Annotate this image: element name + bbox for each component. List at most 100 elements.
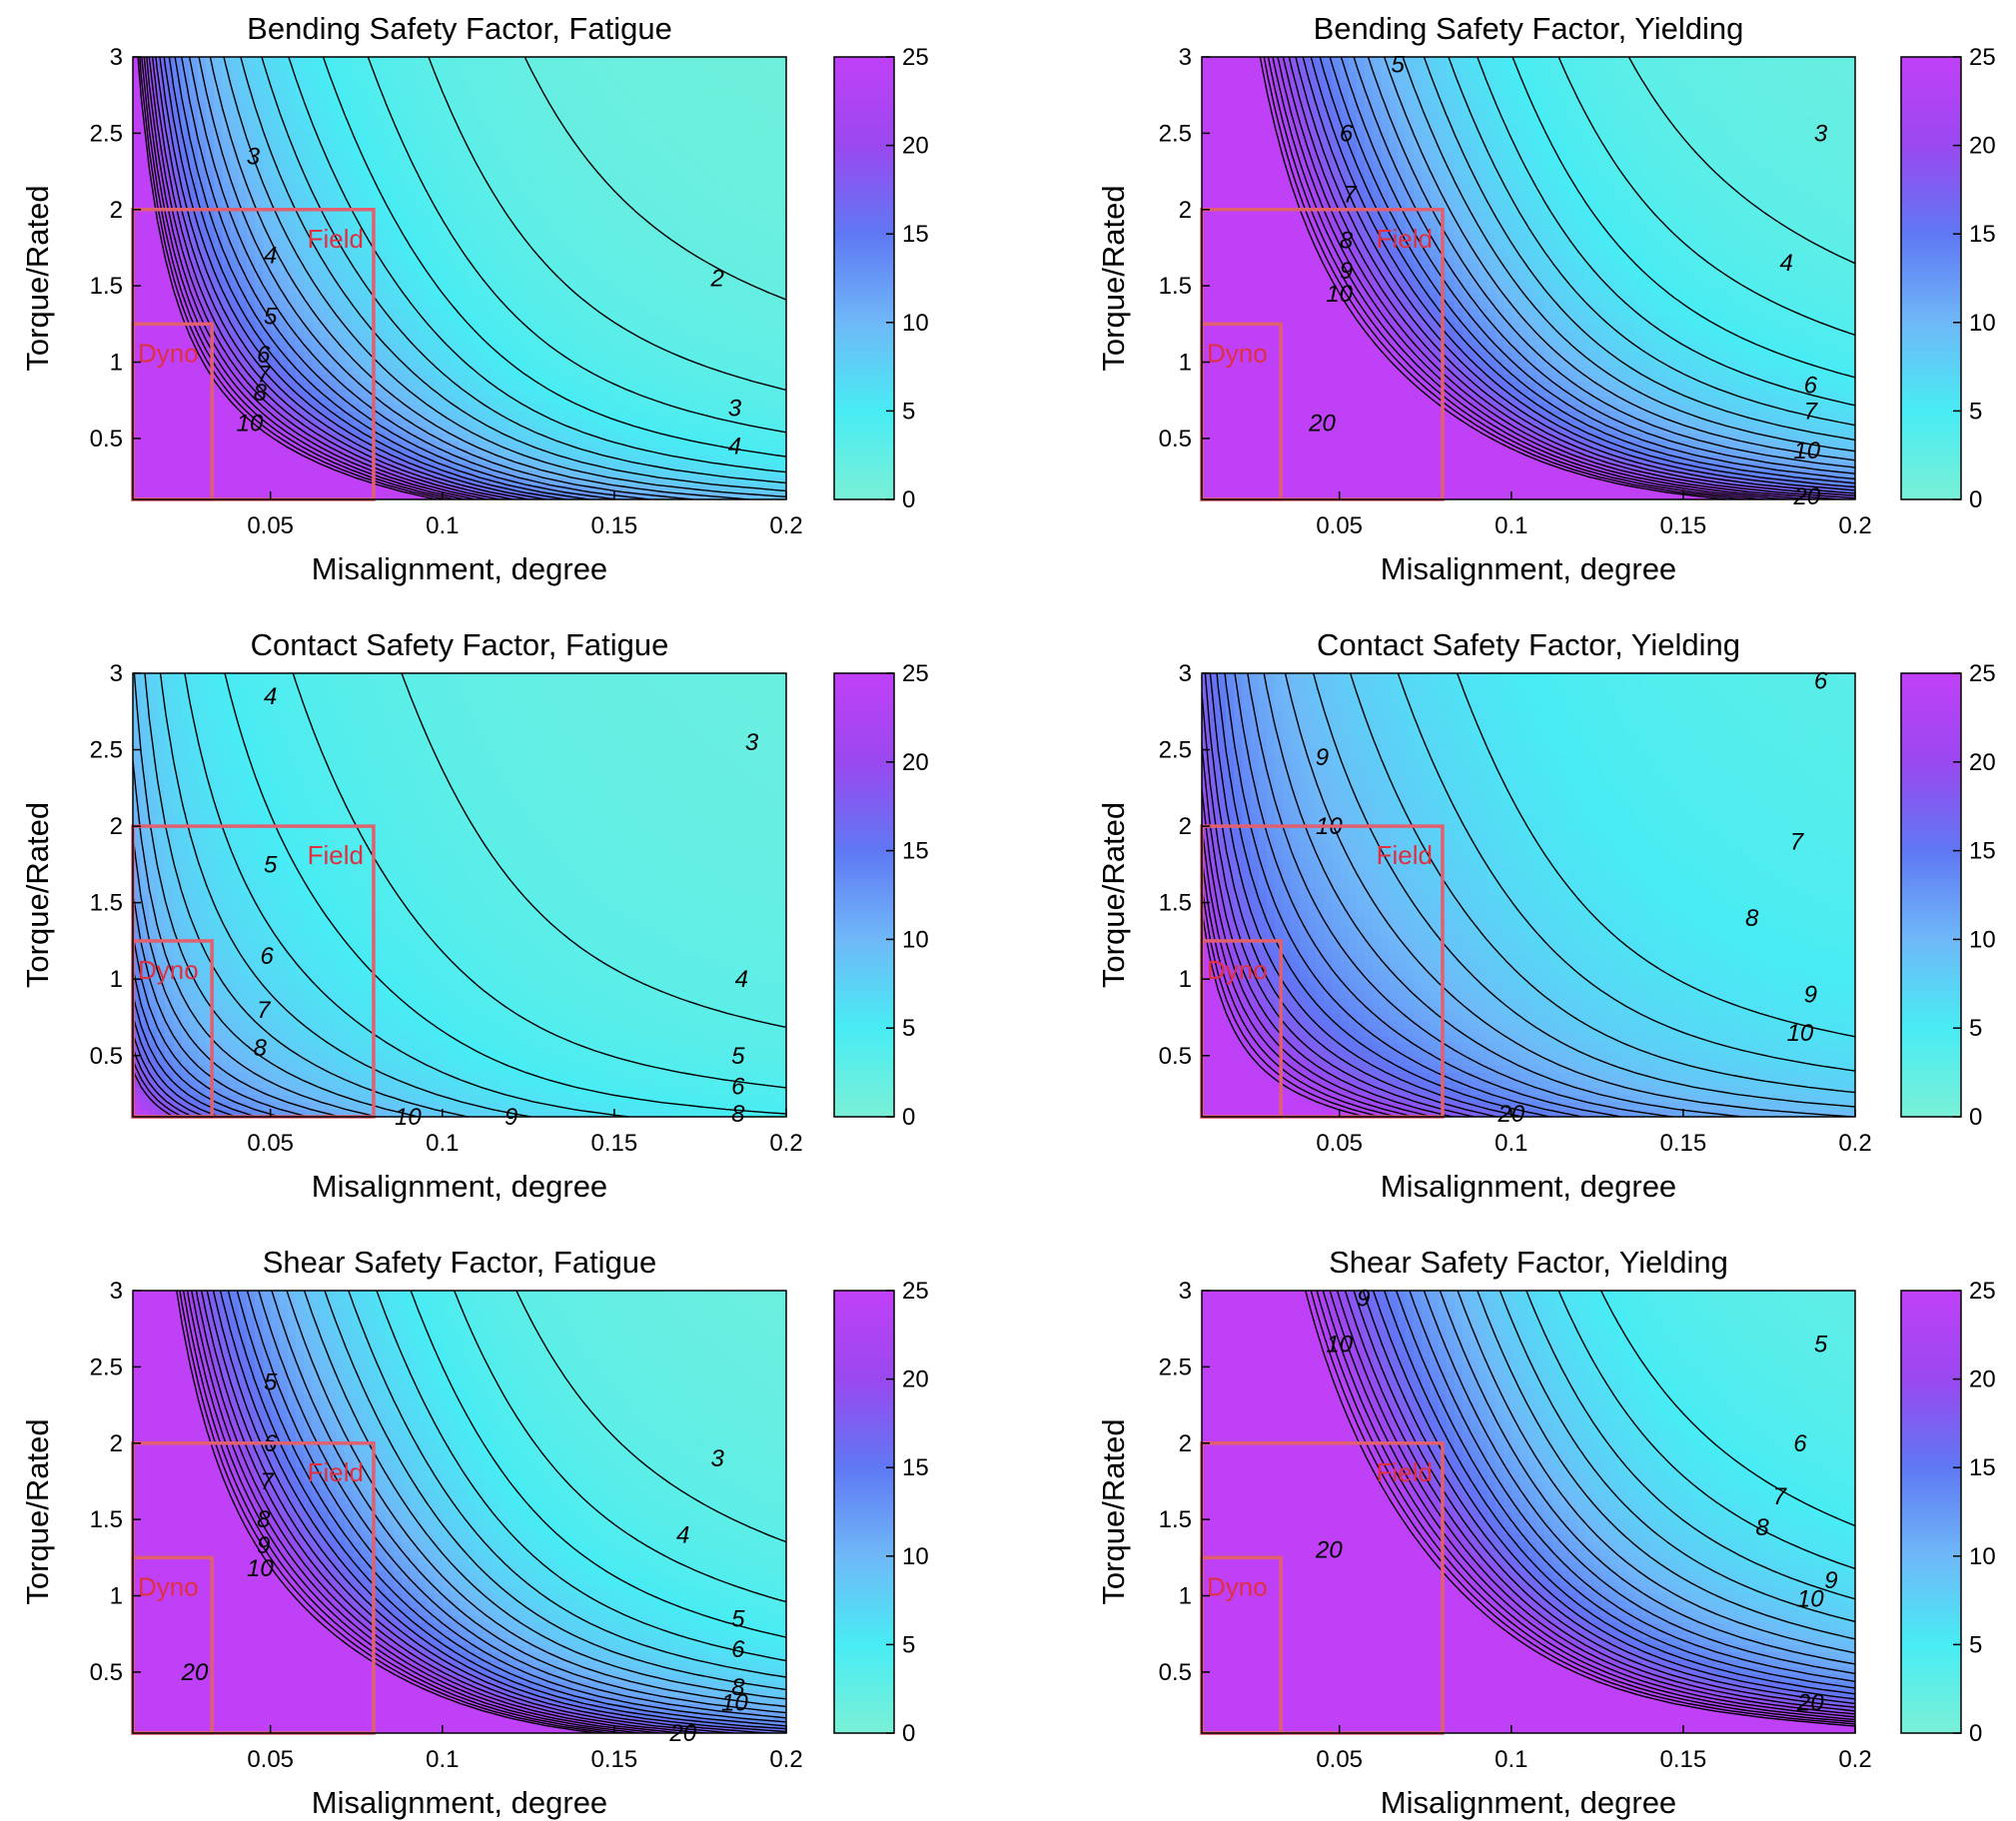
contour-cell — [597, 137, 607, 147]
contour-cell — [394, 373, 404, 383]
contour-cell — [475, 255, 486, 265]
contour-cell — [426, 152, 436, 161]
contour-cell — [165, 108, 175, 117]
contour-cell — [654, 396, 664, 405]
contour-cell — [377, 433, 387, 442]
contour-cell — [679, 167, 689, 176]
contour-cell — [451, 63, 461, 73]
contour-cell — [703, 447, 713, 456]
contour-cell — [736, 122, 746, 132]
contour-cell — [646, 255, 656, 265]
contour-cell — [320, 329, 330, 339]
contour-cell — [711, 322, 722, 331]
contour-cell — [238, 189, 248, 198]
contour-cell — [263, 373, 273, 383]
contour-cell — [760, 108, 771, 117]
contour-cell — [426, 263, 436, 272]
contour-cell — [238, 182, 248, 191]
contour-cell — [238, 218, 248, 228]
contour-cell — [475, 476, 486, 485]
contour-cell — [564, 167, 574, 176]
contour-cell — [377, 344, 387, 353]
contour-cell — [515, 396, 525, 405]
contour-cell — [140, 440, 150, 449]
contour-cell — [752, 211, 762, 220]
contour-cell — [622, 373, 632, 383]
contour-cell — [654, 86, 664, 95]
contour-label: 6 — [257, 342, 271, 369]
contour-cell — [197, 159, 208, 169]
contour-cell — [361, 226, 371, 235]
contour-cell — [459, 285, 469, 294]
contour-cell — [484, 337, 494, 346]
contour-cell — [613, 115, 623, 124]
contour-cell — [263, 182, 273, 191]
contour-cell — [711, 93, 722, 102]
contour-cell — [279, 152, 289, 161]
contour-cell — [515, 78, 525, 88]
contour-cell — [1658, 491, 1668, 499]
contour-cell — [312, 410, 322, 420]
contour-cell — [671, 100, 681, 110]
contour-cell — [230, 425, 240, 435]
contour-cell — [671, 440, 681, 449]
contour-cell — [214, 115, 224, 124]
contour-cell — [572, 248, 583, 257]
contour-cell — [484, 322, 494, 331]
contour-cell — [418, 100, 428, 110]
contour-cell — [744, 381, 754, 390]
contour-cell — [695, 440, 705, 449]
contour-cell — [263, 93, 273, 102]
contour-cell — [353, 233, 363, 243]
contour-cell — [695, 57, 705, 65]
contour-cell — [654, 63, 664, 73]
contour-cell — [720, 248, 730, 257]
contour-cell — [548, 196, 558, 206]
contour-cell — [597, 233, 607, 243]
contour-cell — [410, 78, 420, 88]
contour-cell — [328, 410, 338, 420]
contour-cell — [736, 396, 746, 405]
contour-cell — [769, 122, 779, 132]
contour-cell — [475, 93, 486, 102]
contour-cell — [287, 115, 297, 124]
contour-cell — [328, 182, 338, 191]
contour-cell — [736, 344, 746, 353]
contour-cell — [189, 71, 199, 80]
contour-cell — [410, 71, 420, 80]
contour-cell — [336, 226, 347, 235]
contour-cell — [523, 100, 534, 110]
y-tick-label: 2.5 — [90, 120, 123, 147]
contour-cell — [744, 100, 754, 110]
contour-cell — [377, 241, 387, 250]
contour-cell — [312, 189, 322, 198]
contour-cell — [133, 403, 142, 412]
contour-cell — [296, 152, 306, 161]
contour-cell — [296, 71, 306, 80]
contour-cell — [484, 285, 494, 294]
contour-cell — [760, 410, 771, 420]
contour-cell — [736, 167, 746, 176]
contour-cell — [720, 314, 730, 324]
contour-cell — [336, 337, 347, 346]
contour-cell — [1625, 491, 1635, 499]
contour-cell — [345, 285, 355, 294]
contour-cell — [605, 241, 615, 250]
contour-cell — [173, 292, 183, 302]
contour-cell — [638, 71, 648, 80]
contour-cell — [246, 182, 257, 191]
contour-cell — [475, 285, 486, 294]
contour-cell — [662, 71, 673, 80]
contour-cell — [189, 93, 199, 102]
contour-cell — [671, 455, 681, 463]
contour-cell — [238, 174, 248, 184]
contour-line-18 — [155, 57, 513, 499]
contour-cell — [402, 93, 412, 102]
contour-cell — [353, 189, 363, 198]
contour-cell — [500, 167, 509, 176]
contour-cell — [140, 218, 150, 228]
contour-cell — [443, 278, 453, 287]
contour-cell — [492, 78, 502, 88]
contour-cell — [1226, 483, 1236, 493]
contour-cell — [140, 314, 150, 324]
